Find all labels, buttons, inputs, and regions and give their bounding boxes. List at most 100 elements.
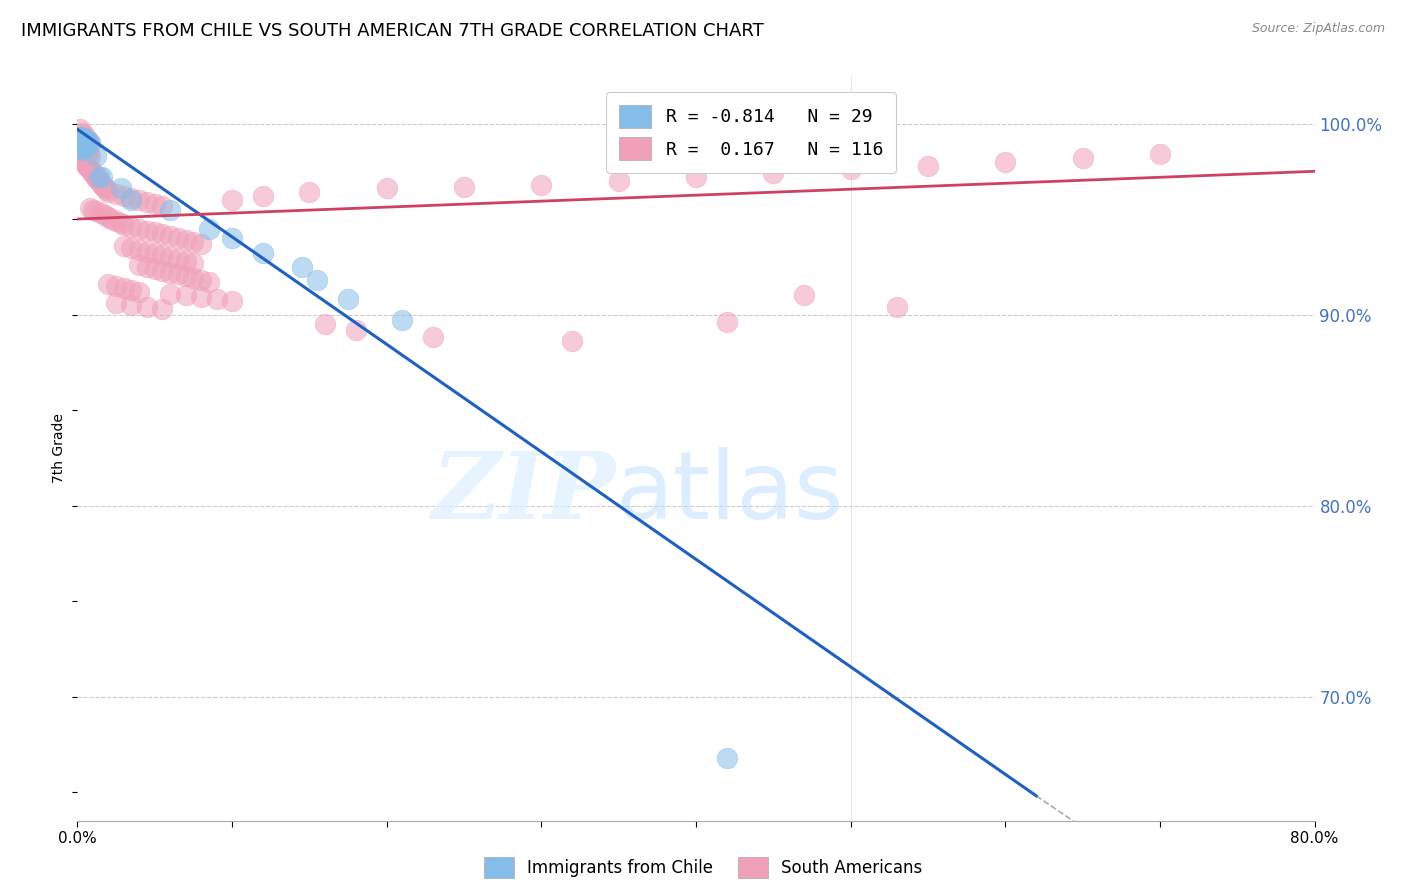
Point xyxy=(128,243,150,257)
Text: Source: ZipAtlas.com: Source: ZipAtlas.com xyxy=(1251,22,1385,36)
Point xyxy=(205,292,228,306)
Point xyxy=(152,301,174,316)
Point xyxy=(167,231,190,245)
Point xyxy=(159,250,181,264)
Point xyxy=(167,252,190,267)
Point xyxy=(530,178,553,192)
Point xyxy=(198,221,221,235)
Point xyxy=(77,134,100,148)
Point xyxy=(69,137,91,152)
Point xyxy=(121,283,143,297)
Point xyxy=(75,156,96,170)
Point xyxy=(79,136,101,150)
Point xyxy=(84,149,107,163)
Point xyxy=(685,169,707,184)
Point xyxy=(221,231,243,245)
Point xyxy=(97,277,120,291)
Point xyxy=(375,181,398,195)
Point xyxy=(87,174,110,188)
Point xyxy=(105,296,127,310)
Point xyxy=(159,266,181,280)
Point xyxy=(75,130,96,145)
Point xyxy=(152,227,174,242)
Point xyxy=(167,268,190,282)
Point xyxy=(716,315,738,329)
Point xyxy=(90,206,111,220)
Point xyxy=(80,164,103,178)
Point xyxy=(159,286,181,301)
Point xyxy=(839,162,862,177)
Point xyxy=(84,169,107,184)
Point xyxy=(77,147,100,161)
Point xyxy=(136,194,159,209)
Y-axis label: 7th Grade: 7th Grade xyxy=(52,413,66,483)
Point xyxy=(221,193,243,207)
Point xyxy=(76,159,98,173)
Point xyxy=(110,181,132,195)
Point xyxy=(886,300,908,314)
Point xyxy=(762,166,785,180)
Point xyxy=(291,260,314,274)
Point xyxy=(121,193,143,207)
Point xyxy=(190,290,212,304)
Point xyxy=(72,128,94,142)
Text: atlas: atlas xyxy=(616,447,844,539)
Point xyxy=(337,292,360,306)
Point xyxy=(86,172,108,186)
Point xyxy=(793,288,815,302)
Point xyxy=(128,285,150,299)
Point xyxy=(105,187,127,202)
Point xyxy=(198,275,221,289)
Point xyxy=(190,273,212,287)
Point xyxy=(152,199,174,213)
Point xyxy=(69,151,91,165)
Legend: Immigrants from Chile, South Americans: Immigrants from Chile, South Americans xyxy=(477,850,929,885)
Point xyxy=(91,169,114,184)
Point xyxy=(174,254,197,268)
Point xyxy=(136,300,159,314)
Point xyxy=(183,271,205,285)
Point xyxy=(190,236,212,251)
Point xyxy=(70,153,93,167)
Point xyxy=(70,126,93,140)
Point xyxy=(69,136,91,150)
Point xyxy=(69,141,91,155)
Point xyxy=(453,179,475,194)
Point xyxy=(121,241,143,255)
Point xyxy=(128,193,150,207)
Point xyxy=(76,134,98,148)
Point xyxy=(105,279,127,293)
Point xyxy=(91,178,114,192)
Point xyxy=(143,261,166,276)
Point xyxy=(252,189,274,203)
Point xyxy=(105,214,127,228)
Point xyxy=(82,166,104,180)
Point xyxy=(159,202,181,217)
Text: IMMIGRANTS FROM CHILE VS SOUTH AMERICAN 7TH GRADE CORRELATION CHART: IMMIGRANTS FROM CHILE VS SOUTH AMERICAN … xyxy=(21,22,763,40)
Point xyxy=(72,154,94,169)
Point xyxy=(77,161,100,175)
Point xyxy=(391,313,413,327)
Point xyxy=(67,137,90,152)
Point xyxy=(607,174,630,188)
Point xyxy=(143,196,166,211)
Point xyxy=(1071,151,1094,165)
Point xyxy=(67,130,90,145)
Point xyxy=(75,143,96,157)
Point xyxy=(128,221,150,235)
Point xyxy=(100,212,122,227)
Point xyxy=(72,141,94,155)
Point xyxy=(174,233,197,247)
Point xyxy=(97,210,120,224)
Point xyxy=(70,137,93,152)
Point xyxy=(87,169,110,184)
Point xyxy=(84,204,107,219)
Point xyxy=(143,226,166,240)
Point xyxy=(70,139,93,153)
Point xyxy=(112,281,135,295)
Point xyxy=(143,246,166,260)
Point xyxy=(94,181,117,195)
Legend: R = -0.814   N = 29, R =  0.167   N = 116: R = -0.814 N = 29, R = 0.167 N = 116 xyxy=(606,92,896,173)
Point xyxy=(112,239,135,253)
Point xyxy=(69,130,91,145)
